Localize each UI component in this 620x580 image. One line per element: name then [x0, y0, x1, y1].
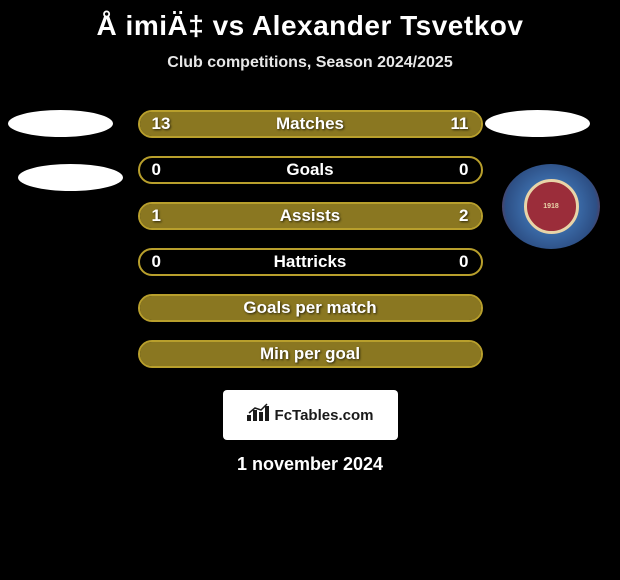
- stat-value-left: 0: [152, 160, 161, 180]
- player-left-avatar: [8, 110, 113, 137]
- player-left-avatar-2: [18, 164, 123, 191]
- stat-label: Min per goal: [260, 344, 360, 364]
- club-badge-inner: 1918: [524, 179, 579, 234]
- stat-bar: 0 0 Hattricks: [138, 248, 483, 276]
- stat-value-left: 1: [152, 206, 161, 226]
- club-badge: 1918: [502, 164, 600, 249]
- stat-value-right: 11: [451, 114, 469, 134]
- stats-area: 1918 13 11 Matches 0 0 Goals 1 2 Assists 0 0 Hattri…: [0, 110, 620, 370]
- chart-icon: [247, 403, 269, 427]
- footer-date: 1 november 2024: [0, 454, 620, 475]
- footer-logo[interactable]: FcTables.com: [223, 390, 398, 440]
- stat-label: Goals: [286, 160, 333, 180]
- stat-bar: 0 0 Goals: [138, 156, 483, 184]
- stat-label: Hattricks: [274, 252, 347, 272]
- player-right-avatar: [485, 110, 590, 137]
- stat-value-left: 13: [152, 114, 171, 134]
- stat-bar: 13 11 Matches: [138, 110, 483, 138]
- page-title: Å imiÄ‡ vs Alexander Tsvetkov: [0, 10, 620, 42]
- stat-label: Matches: [276, 114, 344, 134]
- stat-bar: Min per goal: [138, 340, 483, 368]
- stat-value-left: 0: [152, 252, 161, 272]
- stat-bar: Goals per match: [138, 294, 483, 322]
- stat-value-right: 2: [459, 206, 468, 226]
- stat-label: Assists: [280, 206, 340, 226]
- stat-bar: 1 2 Assists: [138, 202, 483, 230]
- stat-value-right: 0: [459, 160, 468, 180]
- stat-label: Goals per match: [243, 298, 376, 318]
- stat-value-right: 0: [459, 252, 468, 272]
- page-subtitle: Club competitions, Season 2024/2025: [0, 54, 620, 72]
- stats-bars: 13 11 Matches 0 0 Goals 1 2 Assists 0 0 Hattricks Go…: [138, 110, 483, 368]
- footer-logo-text: FcTables.com: [275, 407, 374, 424]
